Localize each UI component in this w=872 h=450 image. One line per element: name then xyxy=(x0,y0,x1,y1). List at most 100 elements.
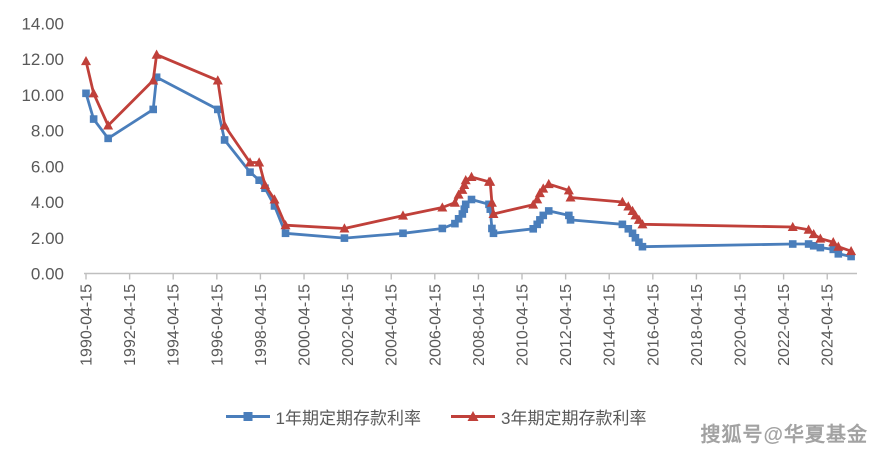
data-point-marker-triangle xyxy=(485,176,496,186)
x-axis-label: 2020-04-15 xyxy=(733,284,750,366)
x-axis-label: 2004-04-15 xyxy=(384,284,401,366)
data-point-marker-triangle xyxy=(637,219,648,229)
data-point-marker-square xyxy=(82,89,90,98)
data-point-marker-triangle xyxy=(815,233,826,243)
legend-label-3y-deposit: 3年期定期存款利率 xyxy=(501,409,647,428)
data-point-marker-square xyxy=(816,243,825,252)
legend-item-3y-deposit: 3年期定期存款利率 xyxy=(451,404,646,429)
y-axis-label: 12.00 xyxy=(21,50,64,69)
data-point-marker-square xyxy=(486,205,495,213)
data-point-marker-triangle xyxy=(459,179,470,190)
data-point-marker-triangle xyxy=(148,75,159,85)
data-point-marker-triangle xyxy=(280,220,291,230)
data-point-marker-square xyxy=(847,252,855,261)
data-point-marker-square xyxy=(544,207,553,215)
data-point-marker-triangle xyxy=(397,210,408,220)
data-point-marker-triangle xyxy=(623,201,634,211)
y-axis-label: 6.00 xyxy=(31,157,64,176)
data-point-marker-square xyxy=(246,168,254,176)
data-point-marker-square xyxy=(529,225,538,233)
data-point-marker-square xyxy=(340,234,349,242)
data-point-marker-square xyxy=(788,240,797,248)
watermark-sohu-chinaamc: 搜狐号@华夏基金 xyxy=(700,424,868,446)
data-point-marker-triangle xyxy=(466,171,477,181)
x-axis-label: 1996-04-15 xyxy=(209,284,226,366)
data-point-marker-square xyxy=(628,229,637,238)
data-point-marker-square xyxy=(829,245,838,254)
x-axis-label: 2012-04-15 xyxy=(558,284,575,366)
data-point-marker-triangle xyxy=(828,237,839,247)
series-1y-deposit-rate xyxy=(82,73,855,261)
data-point-marker-square xyxy=(213,105,222,114)
data-point-marker-square xyxy=(454,215,463,223)
data-point-marker-square xyxy=(438,224,447,233)
x-axis-label: 2008-04-15 xyxy=(471,284,488,366)
x-axis-label: 2014-04-15 xyxy=(602,284,619,366)
y-axis-label: 2.00 xyxy=(31,229,64,248)
data-point-marker-triangle xyxy=(617,196,628,206)
data-point-marker-square xyxy=(488,224,496,233)
x-axis-label: 2022-04-15 xyxy=(776,284,793,366)
x-axis-label: 2010-04-15 xyxy=(515,284,532,366)
data-point-marker-triangle xyxy=(460,174,471,185)
data-point-marker-square xyxy=(104,134,112,143)
y-axis-label: 0.00 xyxy=(31,265,64,284)
data-point-marker-triangle xyxy=(538,183,549,193)
x-axis-label: 1998-04-15 xyxy=(253,284,270,366)
legend-swatch-3y-line-triangle-icon xyxy=(451,411,495,421)
legend-swatch-1y-line-square-icon xyxy=(225,412,270,421)
data-point-marker-triangle xyxy=(532,194,543,204)
data-point-marker-square xyxy=(458,210,467,218)
data-point-marker-square xyxy=(533,220,542,229)
data-point-marker-square xyxy=(809,241,818,250)
data-point-marker-triangle xyxy=(103,120,114,130)
x-axis-label: 1994-04-15 xyxy=(166,284,183,366)
data-point-marker-triangle xyxy=(269,194,280,204)
data-point-marker-triangle xyxy=(486,197,497,207)
data-point-marker-square xyxy=(804,240,813,248)
data-point-marker-triangle xyxy=(151,49,162,59)
y-axis-label: 4.00 xyxy=(31,193,64,212)
legend-label-1y-deposit: 1年期定期存款利率 xyxy=(275,409,421,428)
data-point-marker-triangle xyxy=(81,55,91,66)
data-point-marker-square xyxy=(460,205,469,213)
data-point-marker-square xyxy=(536,216,544,224)
data-point-marker-square xyxy=(255,176,263,184)
y-axis-label: 8.00 xyxy=(31,122,64,141)
data-point-marker-triangle xyxy=(212,75,223,85)
data-point-marker-triangle xyxy=(219,120,230,130)
data-point-marker-triangle xyxy=(437,202,448,212)
series-line xyxy=(84,75,853,258)
data-point-marker-square xyxy=(618,220,627,229)
x-axis-label: 2024-04-15 xyxy=(820,284,837,366)
data-point-marker-square xyxy=(467,195,476,204)
legend-item-1y-deposit: 1年期定期存款利率 xyxy=(225,404,421,429)
data-point-marker-square xyxy=(89,115,98,123)
data-point-marker-square xyxy=(270,202,279,210)
data-point-marker-square xyxy=(461,200,470,209)
data-point-marker-triangle xyxy=(563,185,574,195)
data-point-marker-square xyxy=(489,229,498,238)
deposit-rate-line-chart: 1990-04-15 1992-04-15 1994-04-15 1996-04-15… xyxy=(21,14,857,366)
x-axis-label: 2002-04-15 xyxy=(340,284,357,366)
data-point-marker-square xyxy=(834,250,843,258)
data-point-marker-square xyxy=(281,229,290,238)
series-line xyxy=(84,53,853,253)
data-point-marker-triangle xyxy=(846,245,857,256)
data-point-marker-square xyxy=(638,242,647,251)
data-point-marker-square xyxy=(451,219,459,228)
data-point-marker-triangle xyxy=(449,197,460,207)
data-point-marker-triangle xyxy=(803,224,814,234)
x-axis-label: 2018-04-15 xyxy=(689,284,706,366)
data-point-marker-triangle xyxy=(787,221,798,232)
y-axis-label: 10.00 xyxy=(21,86,64,105)
x-axis-label: 1992-04-15 xyxy=(122,284,139,366)
x-axis-label: 1990-04-15 xyxy=(79,284,96,366)
x-axis-label: 2000-04-15 xyxy=(297,284,314,366)
data-point-marker-triangle xyxy=(833,241,844,251)
data-point-marker-triangle xyxy=(254,157,265,167)
data-point-marker-square xyxy=(399,229,407,238)
data-point-marker-square xyxy=(220,136,229,144)
x-axis-label: 2006-04-15 xyxy=(427,284,444,366)
